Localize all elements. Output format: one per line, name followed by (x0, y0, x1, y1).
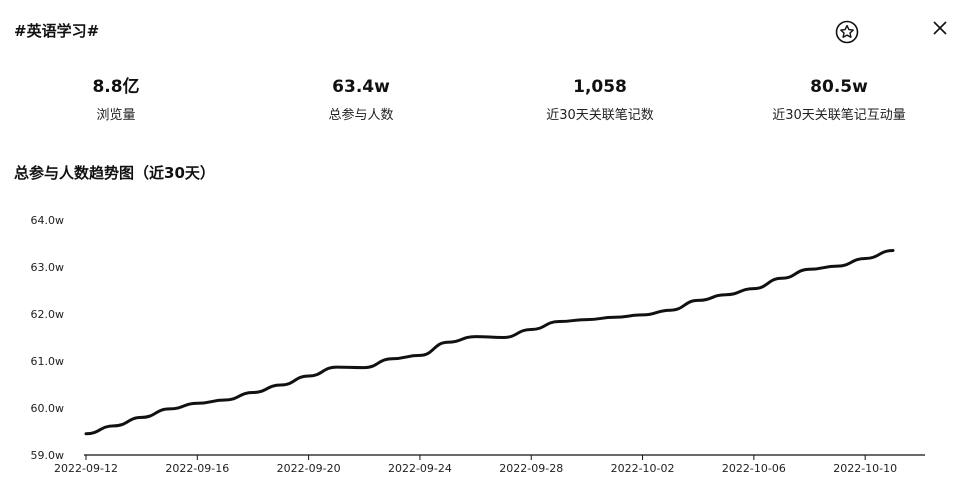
stats-row: 8.8亿 浏览量 63.4w 总参与人数 1,058 近30天关联笔记数 80.… (0, 76, 967, 136)
stat-notes: 1,058 近30天关联笔记数 (490, 76, 710, 125)
stat-label: 总参与人数 (328, 108, 394, 123)
stat-value: 63.4w (332, 77, 390, 97)
x-tick-label: 2022-09-28 (499, 462, 563, 475)
stat-participants: 63.4w 总参与人数 (251, 76, 471, 125)
stat-value: 80.5w (810, 77, 868, 97)
x-tick-label: 2022-09-24 (388, 462, 452, 475)
stat-label: 近30天关联笔记互动量 (772, 108, 906, 123)
x-tick-label: 2022-09-20 (277, 462, 341, 475)
stat-interactions: 80.5w 近30天关联笔记互动量 (729, 76, 949, 125)
y-tick-label: 63.0w (31, 261, 65, 274)
stat-label: 浏览量 (96, 108, 136, 123)
stat-value: 8.8亿 (92, 77, 140, 97)
x-tick-label: 2022-10-06 (722, 462, 786, 475)
stat-views: 8.8亿 浏览量 (6, 76, 226, 125)
topic-title: #英语学习# (14, 22, 100, 40)
x-tick-label: 2022-10-02 (611, 462, 675, 475)
x-tick-label: 2022-09-12 (54, 462, 118, 475)
chart-title: 总参与人数趋势图（近30天） (14, 164, 215, 182)
favorite-star-icon[interactable] (835, 20, 859, 44)
y-tick-label: 61.0w (31, 355, 65, 368)
y-tick-label: 64.0w (31, 214, 65, 227)
y-tick-label: 62.0w (31, 308, 65, 321)
stat-label: 近30天关联笔记数 (546, 108, 654, 123)
close-icon[interactable] (928, 16, 952, 40)
x-tick-label: 2022-09-16 (165, 462, 229, 475)
x-tick-label: 2022-10-10 (833, 462, 897, 475)
stat-value: 1,058 (573, 77, 627, 97)
y-tick-label: 60.0w (31, 402, 65, 415)
y-tick-label: 59.0w (31, 449, 65, 462)
series-line (84, 249, 895, 436)
